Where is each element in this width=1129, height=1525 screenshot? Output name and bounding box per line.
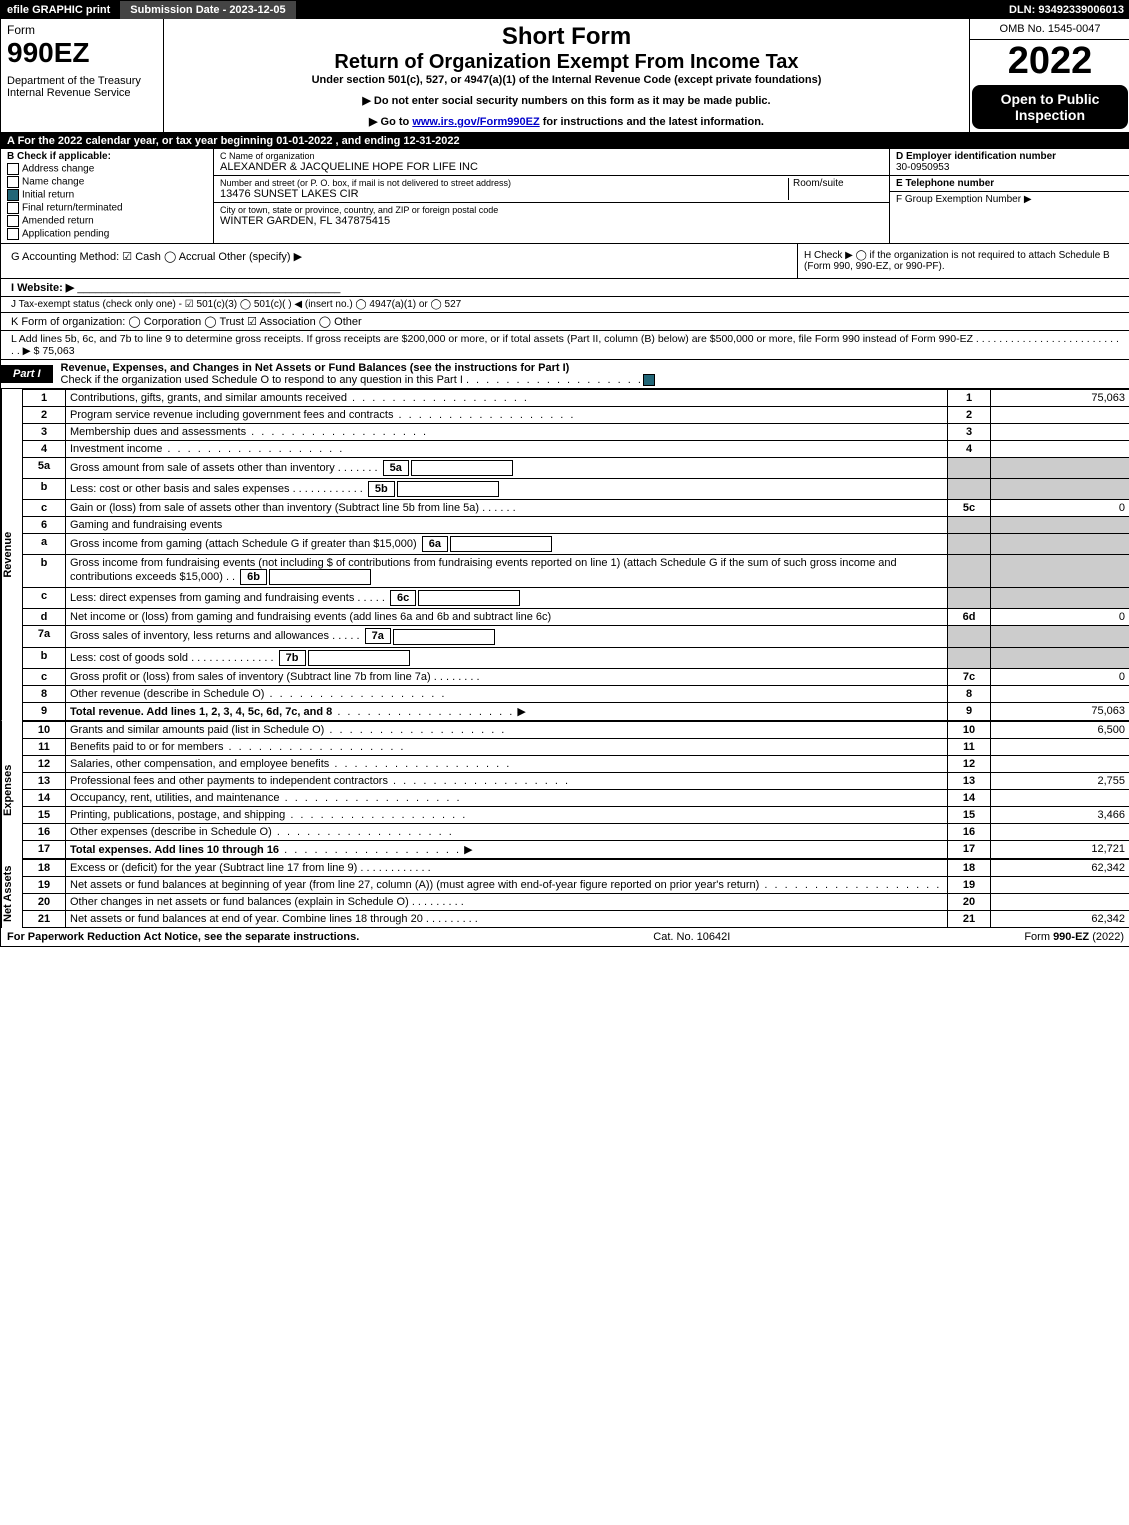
table-revenue: 1Contributions, gifts, grants, and simil… [22,389,1129,721]
part-i-title: Revenue, Expenses, and Changes in Net As… [61,362,570,374]
form-footer: Form 990-EZ (2022) [1024,931,1124,943]
chk-name-change[interactable] [7,176,19,188]
header: Form 990EZ Department of the Treasury In… [1,19,1129,133]
ein: 30-0950953 [896,162,1124,173]
i-website: I Website: ▶ ___________________________… [1,279,1129,297]
l-gross-receipts: L Add lines 5b, 6c, and 7b to line 9 to … [1,331,1129,360]
box-d: D Employer identification number 30-0950… [889,149,1129,243]
chk-address-change[interactable] [7,163,19,175]
e-tel-label: E Telephone number [896,178,1124,189]
under-section: Under section 501(c), 527, or 4947(a)(1)… [170,74,963,86]
f-group-exemption: F Group Exemption Number ▶ [896,194,1124,205]
return-title: Return of Organization Exempt From Incom… [170,51,963,74]
c-city-label: City or town, state or province, country… [220,205,883,215]
paperwork-notice: For Paperwork Reduction Act Notice, see … [7,931,359,943]
open-to-public: Open to Public Inspection [972,85,1128,129]
table-expenses: 10Grants and similar amounts paid (list … [22,721,1129,859]
d-label: D Employer identification number [896,151,1124,162]
form-990ez: efile GRAPHIC print Submission Date - 20… [0,0,1129,947]
org-city: WINTER GARDEN, FL 347875415 [220,215,883,227]
part-i-tab: Part I [1,365,53,383]
footer: For Paperwork Reduction Act Notice, see … [1,928,1129,946]
form-number: 990EZ [7,37,157,69]
h-schedule-b: H Check ▶ ◯ if the organization is not r… [797,244,1129,278]
box-c: C Name of organization ALEXANDER & JACQU… [214,149,889,243]
b-title: B Check if applicable: [7,151,207,162]
side-revenue: Revenue [1,389,22,721]
section-bcde: B Check if applicable: Address change Na… [1,149,1129,244]
revenue-section: Revenue 1Contributions, gifts, grants, a… [1,389,1129,721]
chk-application-pending[interactable] [7,228,19,240]
part-i-bar: Part I Revenue, Expenses, and Changes in… [1,360,1129,389]
org-address: 13476 SUNSET LAKES CIR [220,188,788,200]
org-name: ALEXANDER & JACQUELINE HOPE FOR LIFE INC [220,161,883,173]
j-tax-exempt: J Tax-exempt status (check only one) - ☑… [1,297,1129,313]
table-net-assets: 18Excess or (deficit) for the year (Subt… [22,859,1129,928]
c-addr-label: Number and street (or P. O. box, if mail… [220,178,788,188]
g-accounting: G Accounting Method: ☑ Cash ◯ Accrual Ot… [1,244,797,278]
tax-year: 2022 [970,40,1129,83]
short-form-title: Short Form [170,23,963,51]
net-assets-section: Net Assets 18Excess or (deficit) for the… [1,859,1129,928]
top-bar: efile GRAPHIC print Submission Date - 20… [1,1,1129,19]
arrow-1: ▶ Do not enter social security numbers o… [170,94,963,107]
room-suite-label: Room/suite [788,178,883,200]
chk-amended-return[interactable] [7,215,19,227]
dln: DLN: 93492339006013 [1003,1,1129,19]
expenses-section: Expenses 10Grants and similar amounts pa… [1,721,1129,859]
row-a: A For the 2022 calendar year, or tax yea… [1,133,1129,149]
k-form-org: K Form of organization: ◯ Corporation ◯ … [1,313,1129,331]
part-i-check-text: Check if the organization used Schedule … [61,374,463,386]
chk-initial-return[interactable] [7,189,19,201]
box-b: B Check if applicable: Address change Na… [1,149,214,243]
submission-date: Submission Date - 2023-12-05 [120,1,295,19]
cat-no: Cat. No. 10642I [653,931,730,943]
arrow-2: ▶ Go to www.irs.gov/Form990EZ for instru… [170,115,963,128]
row-gh: G Accounting Method: ☑ Cash ◯ Accrual Ot… [1,244,1129,279]
side-net-assets: Net Assets [1,859,22,928]
form-label: Form [7,23,157,37]
efile-link[interactable]: efile GRAPHIC print [1,1,116,19]
side-expenses: Expenses [1,721,22,859]
chk-schedule-o[interactable] [643,374,655,386]
c-name-label: C Name of organization [220,151,883,161]
irs-link[interactable]: www.irs.gov/Form990EZ [412,116,539,128]
chk-final-return[interactable] [7,202,19,214]
omb-number: OMB No. 1545-0047 [970,19,1129,40]
dept-label: Department of the Treasury Internal Reve… [7,75,157,99]
